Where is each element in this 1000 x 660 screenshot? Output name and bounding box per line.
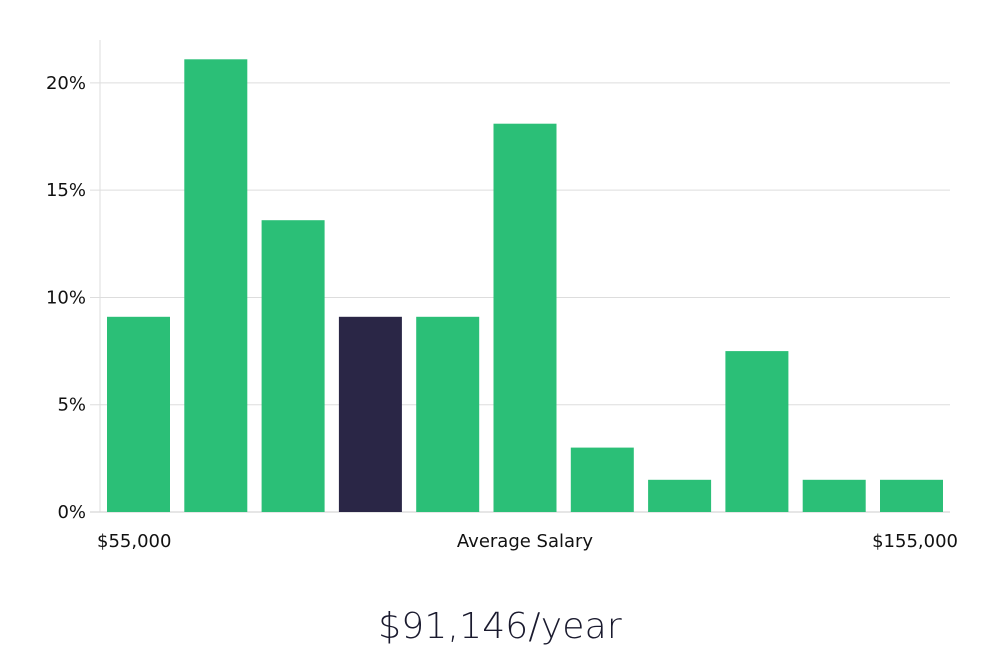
bar [648, 479, 712, 512]
salary-histogram: 0% 5% 10% 15% 20% $55,000 Average Salary $15… [46, 40, 958, 552]
x-max-label: $155,000 [872, 531, 958, 552]
y-tick-label: 0% [57, 502, 86, 523]
bars [107, 59, 943, 513]
y-tick-label: 20% [46, 73, 86, 94]
x-axis-label: Average Salary [457, 531, 594, 552]
bar [493, 123, 557, 512]
bar [416, 316, 480, 512]
bar [570, 447, 634, 512]
bar [107, 316, 170, 512]
average-salary-value: $91,146/year [378, 606, 622, 647]
bar [261, 220, 325, 512]
y-tick-label: 10% [46, 287, 86, 308]
bar [880, 479, 943, 512]
bar-highlighted [338, 316, 402, 512]
bar [184, 59, 248, 513]
bar [725, 351, 789, 512]
y-tick-label: 5% [57, 395, 86, 416]
y-tick-label: 15% [46, 180, 86, 201]
bar [802, 479, 866, 512]
x-min-label: $55,000 [97, 531, 171, 552]
y-axis-ticks: 0% 5% 10% 15% 20% [46, 73, 86, 523]
